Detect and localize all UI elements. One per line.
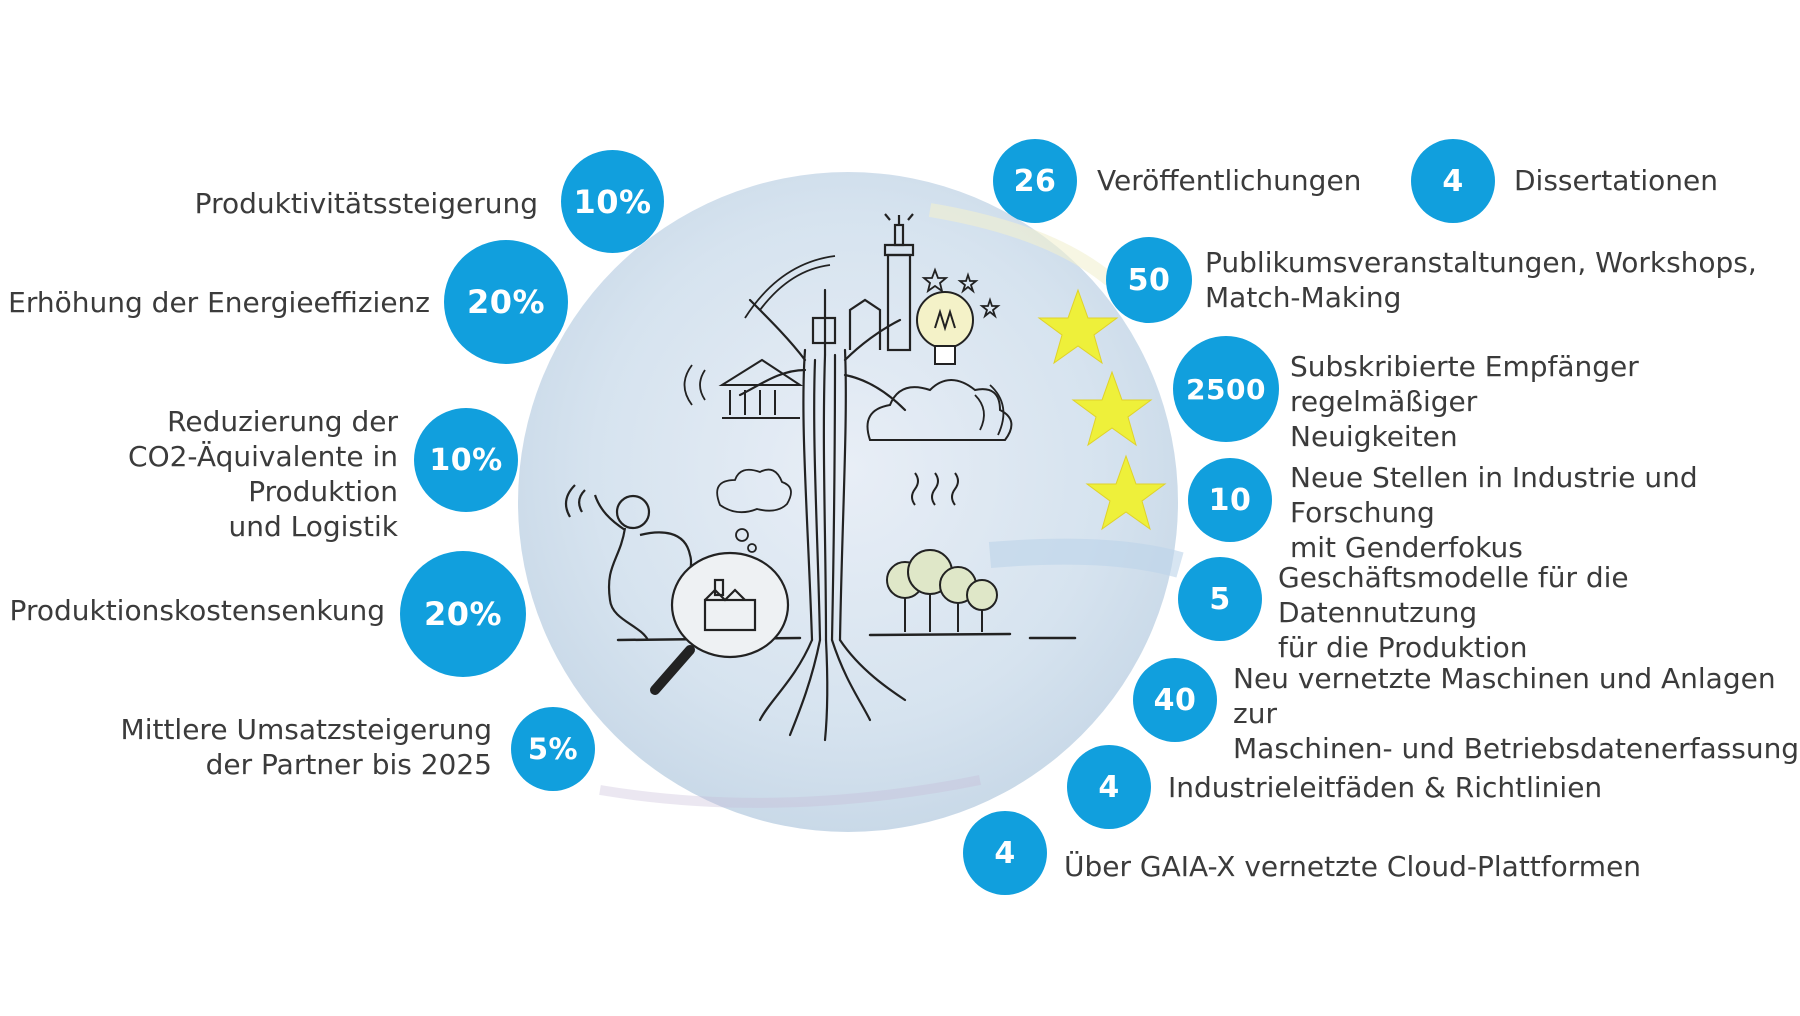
metric-label-machines: Neu vernetzte Maschinen und Anlagen zur …	[1233, 662, 1800, 765]
metric-label-revenue: Mittlere Umsatzsteigerung der Partner bi…	[120, 713, 492, 781]
metric-badge-cloud-platforms: 4	[963, 811, 1047, 895]
metric-label-energy: Erhöhung der Energieeffizienz	[8, 286, 430, 319]
metric-badge-events: 50	[1106, 237, 1192, 323]
metric-badge-subscribers: 2500	[1173, 336, 1279, 442]
metric-label-business-models: Geschäftsmodelle für die Datennutzung fü…	[1278, 561, 1629, 664]
metric-badge-energy: 20%	[444, 240, 568, 364]
metric-badge-guidelines: 4	[1067, 745, 1151, 829]
metric-label-events: Publikumsveranstaltungen, Workshops, Mat…	[1205, 246, 1757, 314]
metric-label-productivity: Produktivitätssteigerung	[194, 187, 538, 220]
star-icon	[1037, 288, 1167, 531]
metric-label-subscribers: Subskribierte Empfänger regelmäßiger Neu…	[1290, 350, 1639, 453]
metric-label-co2: Reduzierung der CO2-Äquivalente in Produ…	[128, 405, 398, 543]
metric-label-dissertations: Dissertationen	[1514, 164, 1718, 197]
castle-sketch-icon	[811, 213, 915, 352]
metric-label-jobs: Neue Stellen in Industrie und Forschung …	[1290, 461, 1698, 564]
metric-badge-business-models: 5	[1178, 557, 1262, 641]
forest-sketch-icon	[886, 549, 998, 632]
background-circle	[518, 172, 1178, 832]
metric-badge-publications: 26	[993, 139, 1077, 223]
lightbulb-sketch-icon	[916, 291, 974, 365]
metric-label-publications: Veröffentlichungen	[1097, 164, 1362, 197]
tree-sketch-icon	[738, 288, 907, 742]
metric-badge-revenue: 5%	[511, 707, 595, 791]
cloud-sketch-icon	[866, 379, 1013, 441]
metric-badge-co2: 10%	[414, 408, 518, 512]
metric-label-costs: Produktionskostensenkung	[9, 594, 385, 627]
metric-badge-productivity: 10%	[561, 150, 664, 253]
metric-badge-costs: 20%	[400, 551, 526, 677]
metric-badge-dissertations: 4	[1411, 139, 1495, 223]
metric-label-guidelines: Industrieleitfäden & Richtlinien	[1168, 771, 1603, 804]
metric-label-cloud-platforms: Über GAIA-X vernetzte Cloud-Plattformen	[1064, 850, 1642, 883]
magnifier-sketch-icon	[650, 551, 790, 695]
metric-badge-jobs: 10	[1188, 458, 1272, 542]
metric-badge-machines: 40	[1133, 658, 1217, 742]
